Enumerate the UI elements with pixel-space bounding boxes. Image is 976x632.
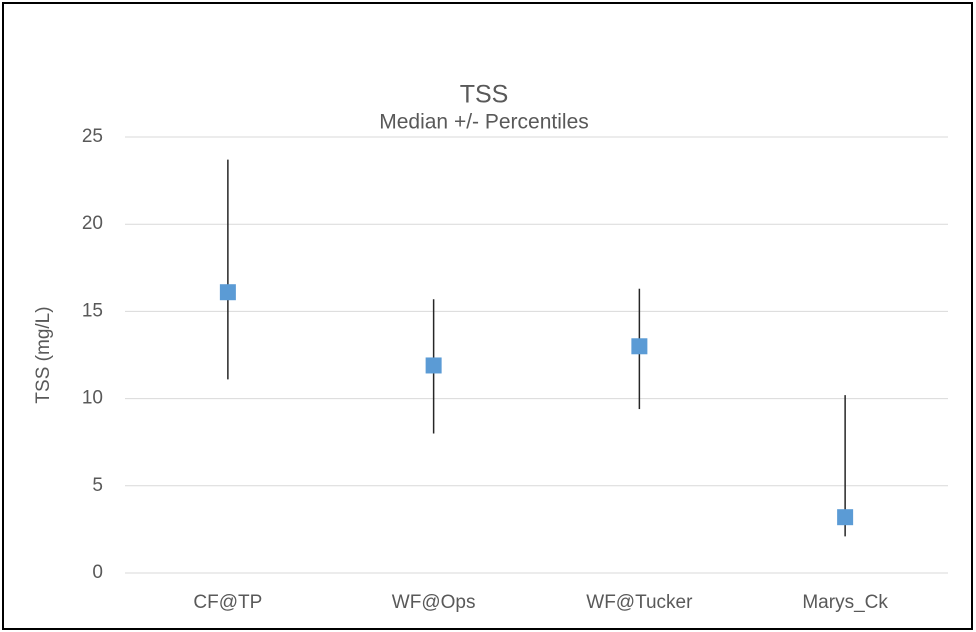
y-tick-label: 25 bbox=[82, 126, 103, 147]
median-marker bbox=[837, 509, 854, 526]
x-tick-label: WF@Tucker bbox=[586, 592, 693, 613]
y-tick-label: 15 bbox=[82, 300, 103, 321]
x-tick-label: Marys_Ck bbox=[802, 592, 888, 613]
chart-subtitle: Median +/- Percentiles bbox=[379, 111, 589, 134]
x-tick-label: WF@Ops bbox=[392, 592, 476, 613]
y-tick-label: 0 bbox=[92, 562, 103, 583]
y-tick-label: 20 bbox=[82, 213, 103, 234]
chart-title: TSS bbox=[460, 81, 509, 109]
median-marker bbox=[425, 357, 442, 374]
median-marker bbox=[219, 284, 236, 301]
y-axis-label: TSS (mg/L) bbox=[33, 306, 54, 403]
y-tick-label: 10 bbox=[82, 388, 103, 409]
x-tick-label: CF@TP bbox=[193, 592, 262, 613]
y-tick-label: 5 bbox=[92, 475, 103, 496]
median-marker bbox=[631, 338, 648, 355]
